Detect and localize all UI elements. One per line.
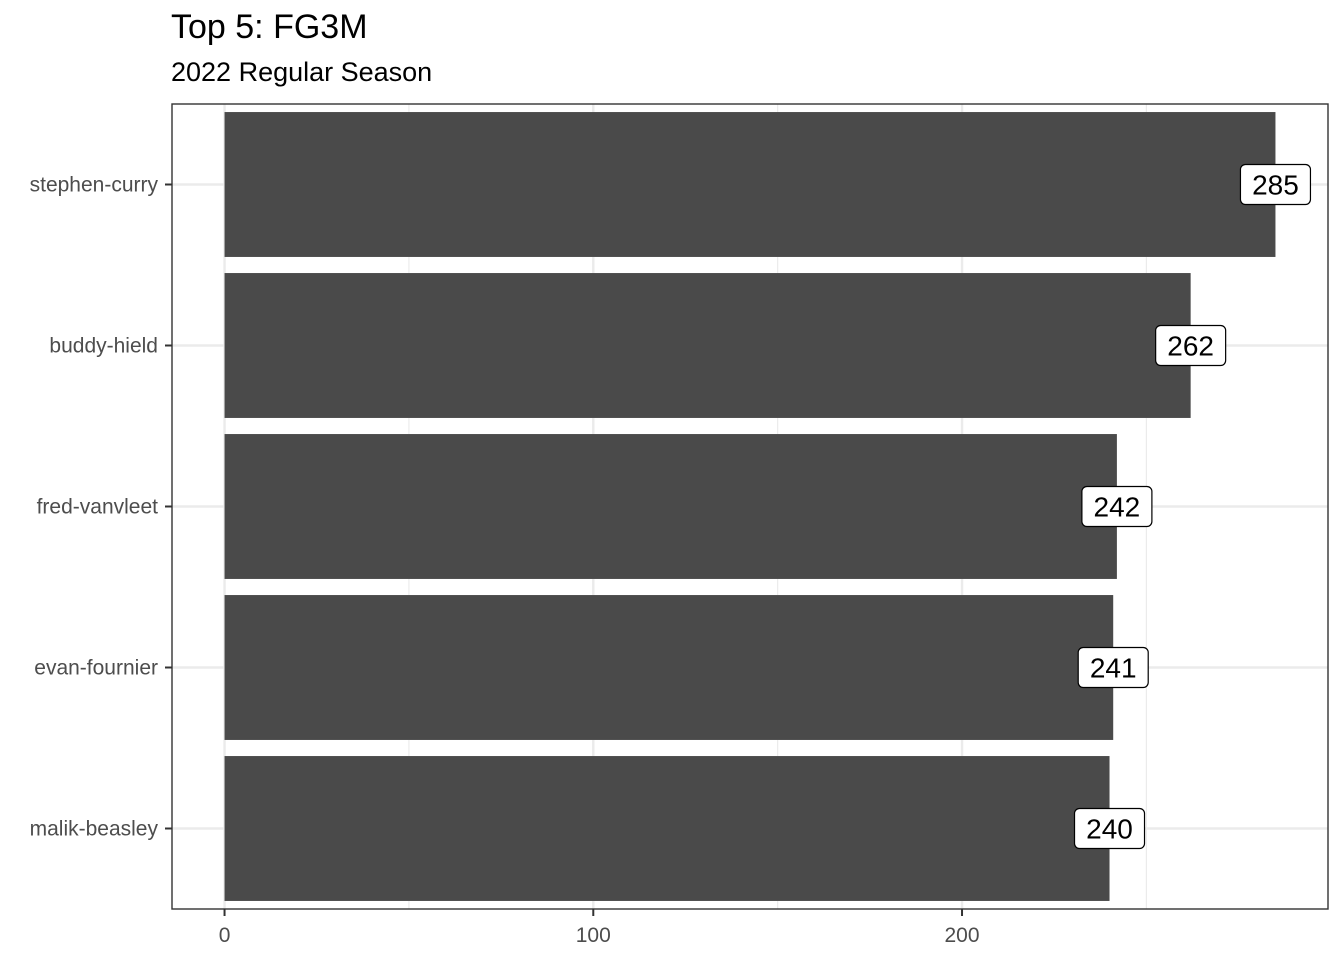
data-label-fred-vanvleet: 242 [1081, 485, 1153, 528]
data-label-evan-fournier: 241 [1077, 646, 1149, 689]
data-label-box [1077, 646, 1149, 689]
data-label-value: 285 [1252, 170, 1299, 201]
bar-fred-vanvleet [224, 434, 1117, 579]
bar-malik-beasley [224, 756, 1110, 901]
data-label-value: 262 [1167, 331, 1214, 362]
data-label-box [1155, 324, 1227, 367]
x-tick-label: 100 [576, 924, 611, 947]
y-tick-label-fred-vanvleet: fred-vanvleet [37, 496, 159, 519]
x-tick-label: 200 [945, 924, 980, 947]
data-label-value: 242 [1094, 492, 1141, 523]
data-label-box [1073, 807, 1146, 850]
bar-stephen-curry [224, 112, 1276, 257]
chart-subtitle: 2022 Regular Season [171, 57, 433, 87]
y-tick-label-malik-beasley: malik-beasley [30, 818, 159, 841]
data-label-buddy-hield: 262 [1155, 324, 1227, 367]
data-label-value: 240 [1086, 814, 1133, 845]
bar-evan-fournier [224, 595, 1114, 740]
x-tick-label: 0 [219, 924, 231, 947]
data-label-box [1081, 485, 1153, 528]
data-label-box [1239, 163, 1312, 206]
data-label-stephen-curry: 285 [1239, 163, 1312, 206]
data-label-malik-beasley: 240 [1073, 807, 1146, 850]
data-label-value: 241 [1090, 653, 1137, 684]
y-tick-label-stephen-curry: stephen-curry [30, 174, 159, 197]
y-tick-label-evan-fournier: evan-fournier [34, 657, 158, 680]
bar-buddy-hield [224, 273, 1191, 418]
y-tick-label-buddy-hield: buddy-hield [49, 335, 158, 358]
chart-title: Top 5: FG3M [171, 8, 368, 46]
